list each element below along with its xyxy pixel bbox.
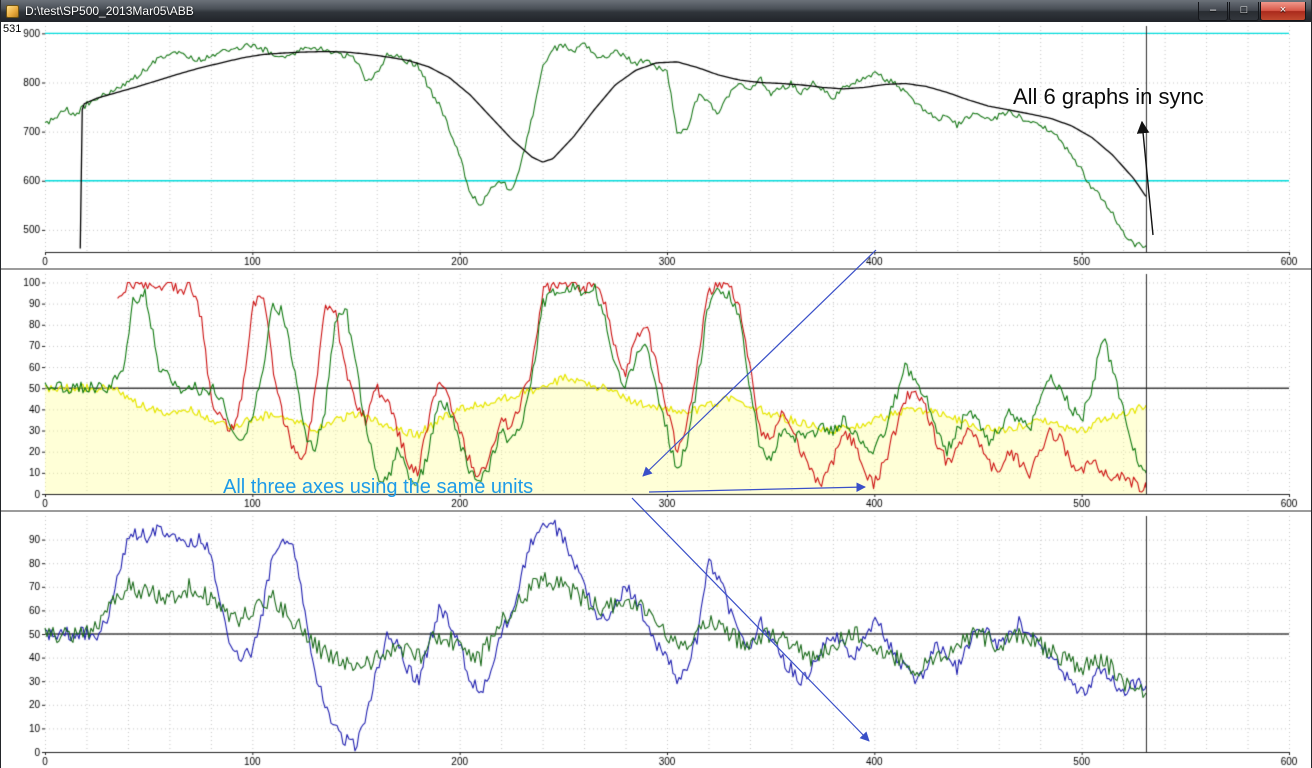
sync-annotation: All 6 graphs in sync xyxy=(1013,84,1204,109)
minimize-icon: – xyxy=(1209,4,1217,16)
oscillator-panel xyxy=(1,510,1311,768)
maximize-icon: □ xyxy=(1240,4,1248,16)
stochastic-panel xyxy=(1,268,1311,510)
stochastic-chart-canvas[interactable] xyxy=(1,270,1311,510)
window-controls: – □ × xyxy=(1198,1,1306,21)
close-icon: × xyxy=(1279,4,1287,16)
price-chart-canvas[interactable] xyxy=(1,22,1311,268)
price-panel xyxy=(1,22,1311,268)
window-title: D:\test\SP500_2013Mar05\ABB xyxy=(25,4,194,18)
axes-annotation: All three axes using the same units xyxy=(223,476,534,498)
app-icon xyxy=(6,4,19,18)
maximize-button[interactable]: □ xyxy=(1229,1,1259,21)
minimize-button[interactable]: – xyxy=(1198,1,1228,21)
close-button[interactable]: × xyxy=(1260,1,1306,21)
oscillator-chart-canvas[interactable] xyxy=(1,512,1311,768)
title-bar[interactable]: D:\test\SP500_2013Mar05\ABB – □ × xyxy=(1,0,1311,22)
crosshair-x-readout: 531 xyxy=(3,23,24,35)
